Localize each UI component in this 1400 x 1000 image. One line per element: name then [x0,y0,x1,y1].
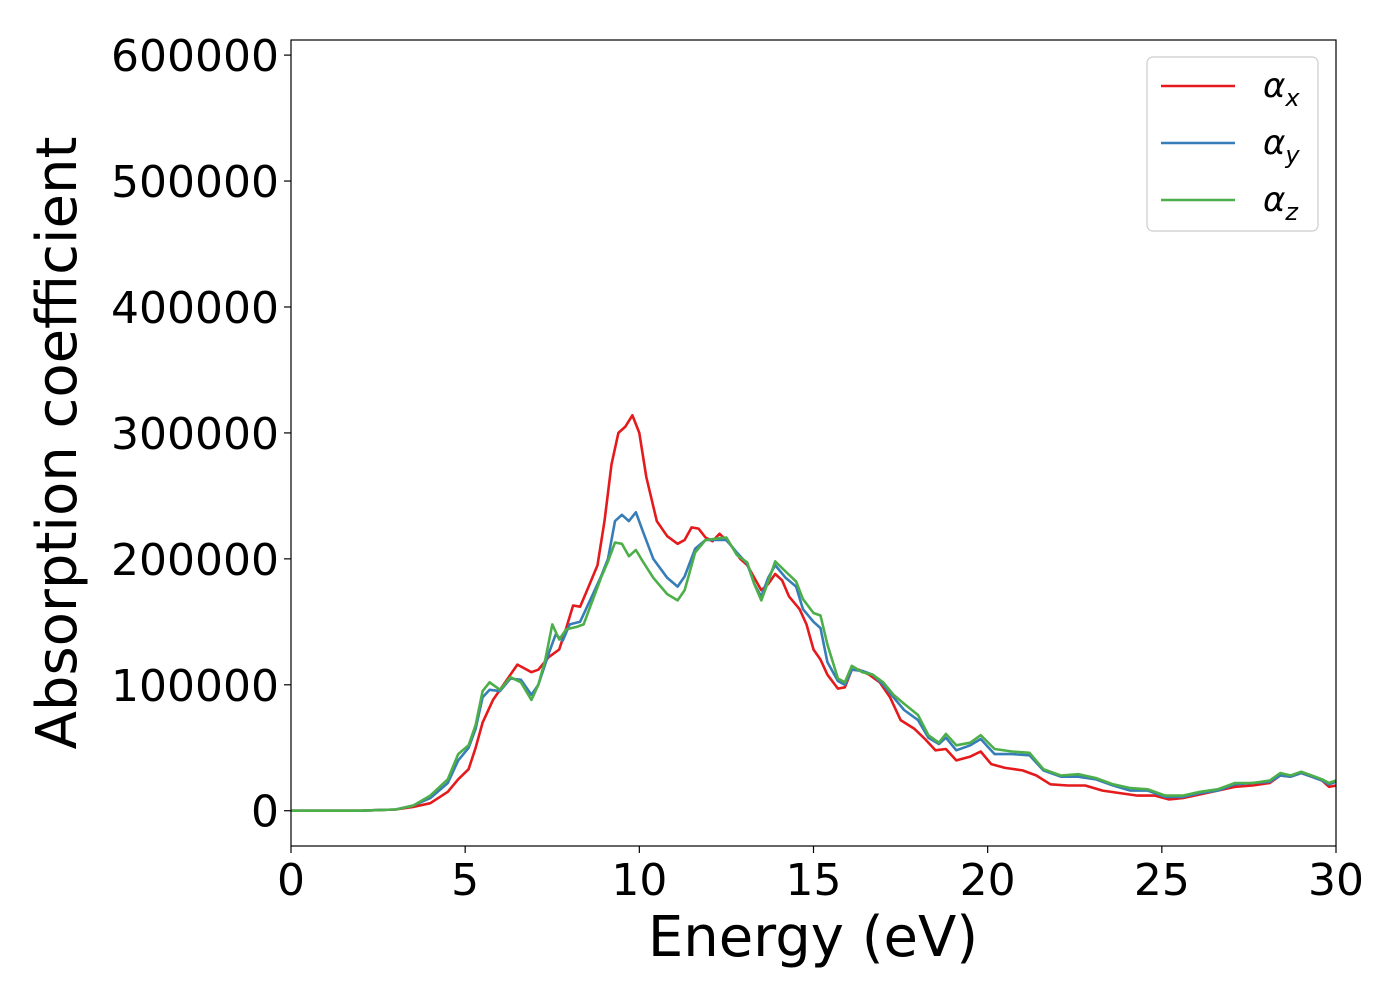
legend-symbol: α [1263,180,1285,220]
series-line-x [291,414,1336,812]
x-axis: 0 5 10 15 20 25 30 [277,846,1364,906]
series-layer [291,414,1336,812]
x-tick-label: 5 [451,855,479,906]
y-tick-label: 500000 [111,157,279,208]
y-tick-label: 300000 [111,409,279,460]
legend-label-y: αy [1263,123,1300,169]
legend-symbol: α [1263,66,1285,106]
x-tick-label: 0 [277,855,305,906]
legend-subscript: x [1284,84,1300,112]
series-line-y [291,510,1336,812]
y-tick-label: 600000 [111,31,279,82]
series-line-z [291,536,1336,812]
legend-subscript: z [1284,198,1299,226]
y-tick-label: 100000 [111,661,279,712]
x-axis-title: Energy (eV) [648,905,978,970]
y-tick-label: 200000 [111,535,279,586]
x-tick-label: 20 [960,855,1016,906]
legend-symbol: α [1263,123,1285,163]
legend-label-x: αx [1263,66,1300,112]
y-axis: 0 100000 200000 300000 400000 500000 600000 [111,31,291,838]
x-tick-label: 10 [611,855,667,906]
legend-label-z: αz [1263,180,1299,226]
x-tick-label: 15 [786,855,842,906]
x-tick-label: 30 [1308,855,1364,906]
legend-subscript: y [1284,141,1300,169]
y-tick-label: 0 [251,787,279,838]
y-axis-title: Absorption coefficient [25,137,90,750]
x-tick-label: 25 [1134,855,1190,906]
y-tick-label: 400000 [111,283,279,334]
